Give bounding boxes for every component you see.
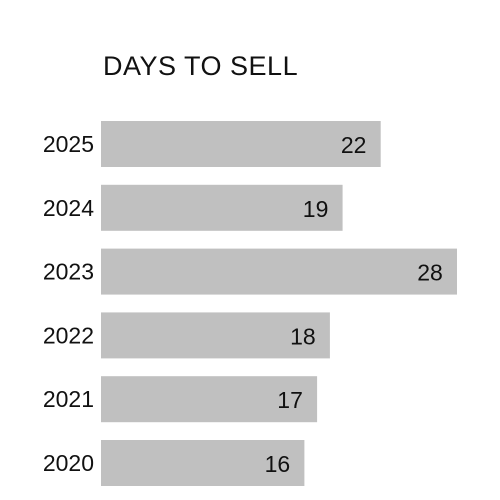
tick-label-2021: 2021 bbox=[43, 386, 94, 412]
tick-label-2025: 2025 bbox=[43, 131, 94, 157]
data-labels: 22 19 28 18 17 16 bbox=[265, 132, 443, 477]
bar-2022 bbox=[101, 312, 330, 359]
tick-label-2020: 2020 bbox=[43, 450, 94, 476]
bar-2021 bbox=[101, 376, 318, 423]
data-label-2021: 17 bbox=[277, 387, 303, 413]
bars-layer bbox=[101, 121, 457, 486]
category-axis-labels: 2025 2024 2023 2022 2021 2020 bbox=[43, 131, 94, 476]
data-label-2024: 19 bbox=[303, 196, 329, 222]
tick-label-2023: 2023 bbox=[43, 259, 94, 285]
tick-label-2022: 2022 bbox=[43, 322, 94, 348]
bar-2024 bbox=[101, 184, 343, 231]
data-label-2020: 16 bbox=[265, 451, 291, 477]
bar-2023 bbox=[101, 248, 457, 295]
bar-2025 bbox=[101, 121, 381, 167]
tick-label-2024: 2024 bbox=[43, 195, 94, 221]
data-label-2023: 28 bbox=[417, 260, 443, 286]
chart-title: DAYS TO SELL bbox=[103, 51, 298, 81]
data-label-2022: 18 bbox=[290, 323, 316, 349]
data-label-2025: 22 bbox=[341, 132, 367, 158]
bar-2020 bbox=[101, 440, 305, 486]
